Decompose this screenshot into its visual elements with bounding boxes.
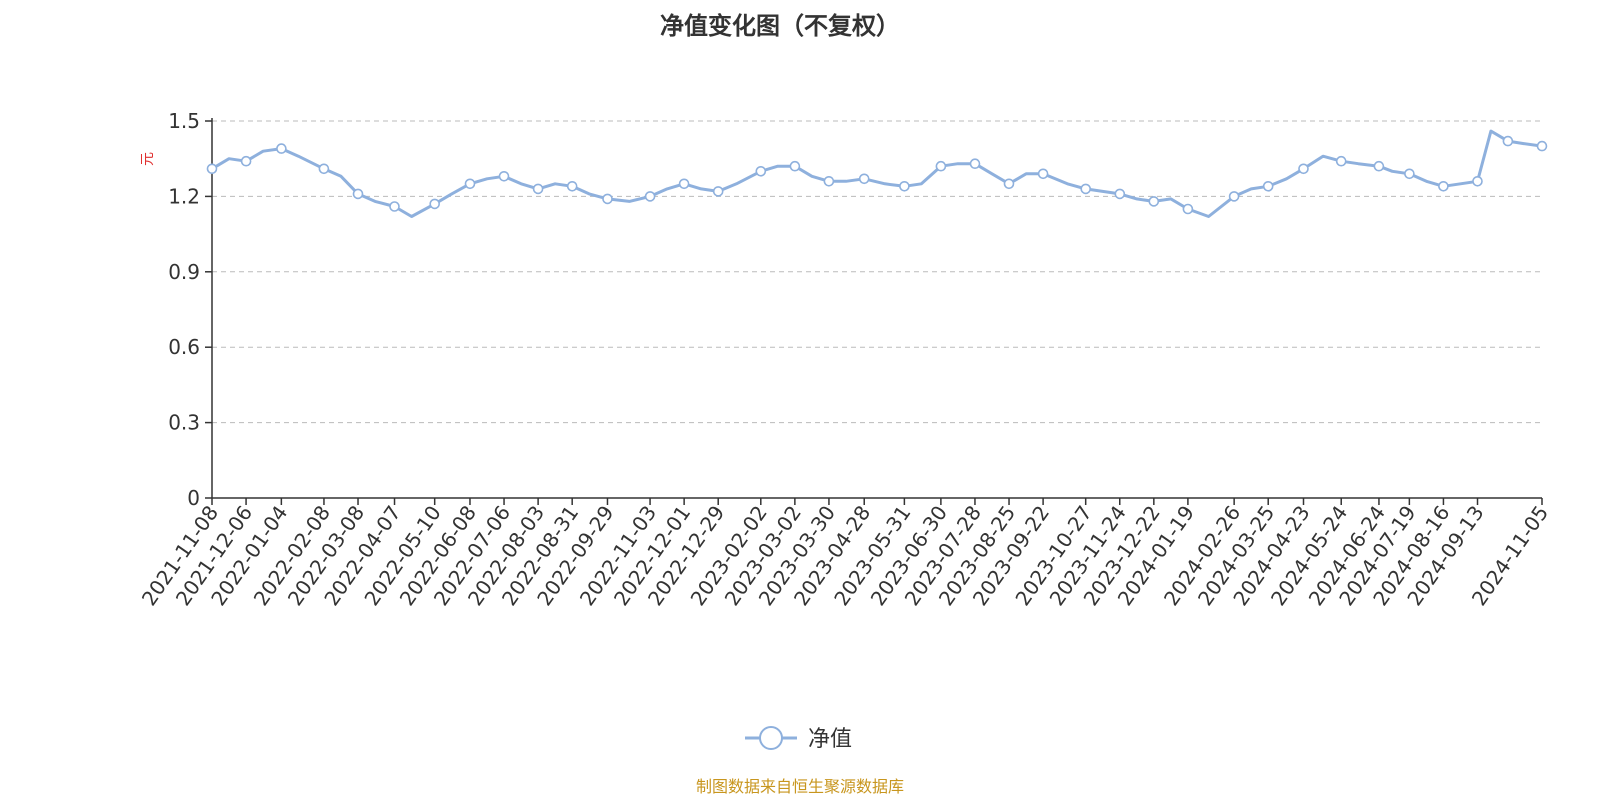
y-tick-label: 0.3 — [168, 411, 200, 435]
data-point — [712, 186, 724, 197]
y-tick-label: 0.9 — [168, 260, 200, 284]
data-point — [429, 198, 441, 210]
data-point — [1536, 140, 1548, 152]
data-point — [1182, 203, 1194, 215]
data-point — [1148, 196, 1160, 207]
data-point — [498, 171, 510, 182]
data-point — [1228, 191, 1240, 202]
data-point — [1472, 176, 1483, 187]
series-line — [210, 129, 1544, 218]
data-point — [602, 193, 613, 205]
data-point — [1373, 160, 1385, 172]
data-point — [644, 191, 656, 202]
legend-label: 净值 — [808, 727, 852, 752]
data-point — [1502, 135, 1514, 147]
data-point — [240, 155, 252, 167]
data-point — [678, 178, 690, 190]
data-point — [464, 178, 476, 190]
y-tick-label: 1.5 — [168, 109, 200, 133]
data-point — [566, 181, 578, 192]
data-point — [389, 201, 400, 212]
data-point — [1080, 183, 1091, 195]
legend-marker-icon — [759, 726, 783, 750]
data-point — [935, 160, 947, 172]
data-point — [1335, 155, 1347, 167]
axes — [211, 118, 1542, 499]
legend[interactable]: 净值 — [745, 726, 852, 752]
data-point — [1404, 168, 1415, 180]
data-point — [532, 183, 544, 195]
data-point — [1438, 181, 1449, 192]
data-point — [352, 188, 364, 200]
data-point — [755, 166, 767, 177]
data-point — [206, 163, 218, 175]
data-point — [1298, 163, 1309, 175]
x-axis-ticks: 2021-11-082021-12-062022-01-042022-02-08… — [137, 498, 1553, 610]
data-point — [858, 173, 870, 185]
data-point — [1114, 188, 1126, 200]
data-point — [1262, 181, 1274, 192]
data-point — [823, 176, 835, 187]
data-point — [276, 143, 287, 154]
y-axis-ticks: 0 0.3 0.6 0.9 1.2 1.5 — [168, 109, 212, 510]
y-tick-label: 1.2 — [168, 184, 200, 208]
data-point — [318, 163, 330, 175]
series-layer — [206, 129, 1548, 218]
data-point — [969, 158, 981, 169]
data-point — [789, 160, 801, 172]
data-source-note: 制图数据来自恒生聚源数据库 — [696, 777, 904, 796]
data-point — [899, 181, 910, 192]
y-tick-label: 0 — [187, 486, 200, 510]
y-axis-unit-label: 元 — [140, 152, 156, 166]
y-tick-label: 0.6 — [168, 335, 200, 359]
chart-title: 净值变化图（不复权） — [660, 12, 900, 40]
grid-lines — [212, 120, 1542, 424]
data-point — [1003, 178, 1015, 190]
data-point — [1037, 168, 1049, 180]
